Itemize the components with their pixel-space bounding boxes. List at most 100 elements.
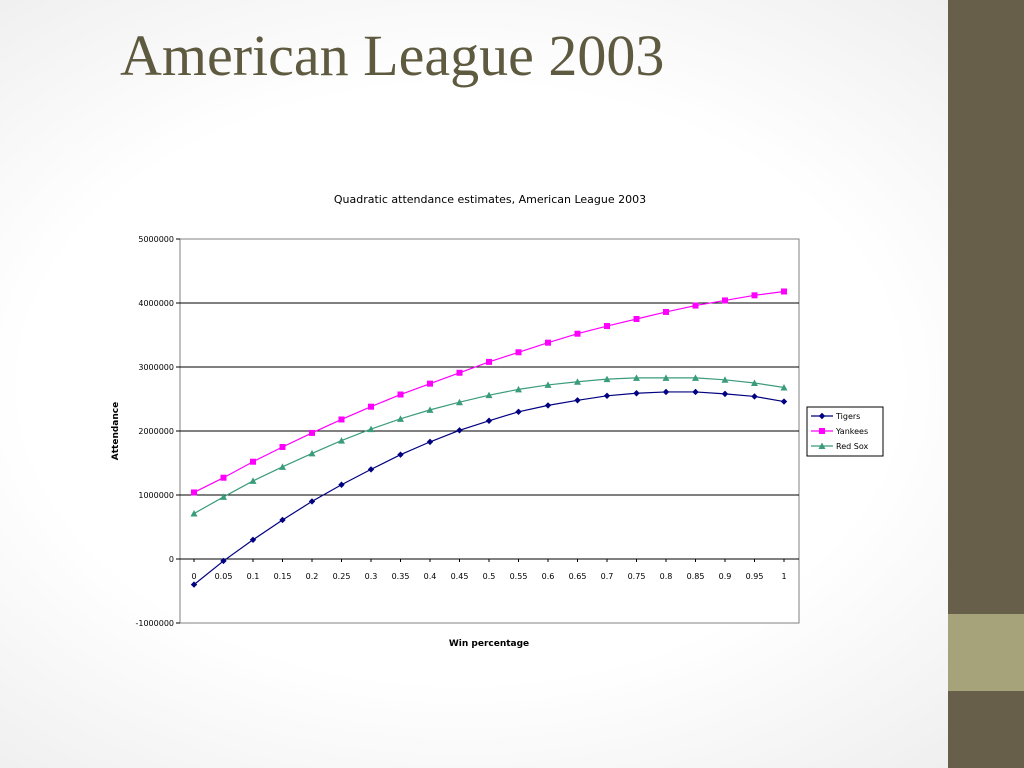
- data-point-yankees: [397, 391, 404, 398]
- x-tick-label: 0.9: [719, 572, 732, 581]
- y-tick-label: 0: [169, 555, 174, 564]
- data-point-yankees: [663, 308, 669, 315]
- decorative-sidebar-accent: [948, 614, 1024, 691]
- data-point-tigers: [544, 402, 552, 409]
- data-point-red-sox: [485, 391, 493, 399]
- data-point-yankees: [250, 458, 256, 465]
- data-point-tigers: [190, 581, 198, 588]
- x-tick-label: 0.2: [306, 572, 319, 581]
- data-point-yankees: [486, 358, 492, 365]
- data-point-tigers: [220, 557, 227, 565]
- data-point-yankees: [515, 349, 522, 356]
- data-point-tigers: [751, 393, 758, 400]
- data-point-red-sox: [662, 374, 670, 381]
- legend-marker-red-sox: [818, 442, 826, 449]
- data-point-red-sox: [338, 437, 345, 444]
- legend-label-yankees: Yankees: [835, 427, 868, 436]
- x-tick-label: 0.05: [215, 572, 233, 581]
- data-point-tigers: [249, 536, 257, 543]
- data-point-yankees: [722, 297, 728, 304]
- data-point-red-sox: [721, 376, 729, 383]
- data-point-tigers: [780, 398, 788, 405]
- data-point-tigers: [515, 408, 522, 415]
- data-point-yankees: [692, 302, 699, 309]
- data-point-red-sox: [397, 415, 404, 422]
- legend-label-tigers: Tigers: [835, 412, 860, 421]
- y-tick-label: 2000000: [138, 427, 174, 436]
- data-point-yankees: [456, 369, 463, 376]
- x-tick-label: 0.8: [660, 572, 673, 581]
- y-tick-label: 4000000: [138, 299, 174, 308]
- data-point-tigers: [485, 417, 493, 424]
- data-point-red-sox: [574, 378, 581, 385]
- x-tick-label: 0.65: [569, 572, 587, 581]
- data-point-red-sox: [220, 493, 227, 500]
- data-point-yankees: [781, 288, 787, 295]
- data-point-yankees: [604, 323, 610, 330]
- data-point-tigers: [633, 390, 640, 397]
- data-point-tigers: [662, 388, 670, 396]
- y-tick-label: -1000000: [135, 619, 174, 628]
- data-point-tigers: [367, 466, 375, 473]
- x-tick-label: 0.4: [424, 572, 437, 581]
- x-axis-label: Win percentage: [449, 639, 529, 649]
- data-point-yankees: [751, 292, 758, 299]
- data-point-red-sox: [544, 381, 552, 388]
- data-point-red-sox: [426, 406, 434, 413]
- data-point-red-sox: [456, 398, 463, 406]
- data-point-red-sox: [633, 374, 640, 381]
- x-tick-label: 0.3: [365, 572, 378, 581]
- data-point-tigers: [692, 388, 699, 396]
- data-point-tigers: [426, 438, 434, 446]
- data-point-tigers: [574, 397, 581, 404]
- x-tick-label: 0: [191, 572, 196, 581]
- data-point-yankees: [309, 429, 315, 436]
- x-tick-label: 1: [781, 572, 786, 581]
- x-tick-label: 0.15: [274, 572, 292, 581]
- x-tick-label: 0.35: [392, 572, 410, 581]
- data-point-red-sox: [279, 463, 286, 470]
- x-tick-label: 0.55: [510, 572, 528, 581]
- x-tick-label: 0.25: [333, 572, 351, 581]
- x-tick-label: 0.1: [247, 572, 260, 581]
- data-point-red-sox: [308, 449, 316, 457]
- data-point-yankees: [633, 316, 640, 322]
- data-point-yankees: [574, 330, 581, 337]
- data-point-red-sox: [751, 379, 758, 386]
- data-point-red-sox: [780, 383, 788, 391]
- data-point-yankees: [191, 489, 197, 496]
- legend-label-red-sox: Red Sox: [836, 442, 868, 451]
- y-axis-label: Attendance: [111, 402, 121, 460]
- y-tick-label: 3000000: [138, 363, 174, 372]
- data-point-yankees: [427, 380, 433, 387]
- x-tick-label: 0.7: [601, 572, 614, 581]
- data-point-tigers: [603, 392, 611, 399]
- chart-title: Quadratic attendance estimates, American…: [334, 193, 646, 206]
- data-point-tigers: [338, 481, 345, 488]
- x-tick-label: 0.85: [687, 572, 705, 581]
- data-point-yankees: [545, 339, 551, 346]
- legend-marker-yankees: [819, 428, 825, 434]
- x-tick-label: 0.6: [542, 572, 555, 581]
- data-point-tigers: [308, 498, 316, 505]
- data-point-red-sox: [190, 510, 198, 517]
- data-point-red-sox: [367, 425, 375, 433]
- data-point-tigers: [279, 516, 286, 524]
- data-point-yankees: [368, 403, 374, 410]
- x-tick-label: 0.45: [451, 572, 469, 581]
- data-point-tigers: [721, 390, 729, 398]
- data-point-yankees: [279, 444, 286, 450]
- data-point-tigers: [397, 451, 404, 458]
- x-tick-label: 0.95: [746, 572, 764, 581]
- x-tick-label: 0.75: [628, 572, 646, 581]
- data-point-red-sox: [603, 375, 611, 383]
- data-point-red-sox: [515, 385, 522, 393]
- slide-title: American League 2003: [120, 23, 665, 88]
- x-tick-label: 0.5: [483, 572, 496, 581]
- data-point-yankees: [220, 474, 227, 481]
- y-tick-label: 5000000: [138, 235, 174, 244]
- data-point-tigers: [456, 427, 463, 434]
- data-point-yankees: [338, 416, 345, 423]
- y-tick-label: 1000000: [138, 491, 174, 500]
